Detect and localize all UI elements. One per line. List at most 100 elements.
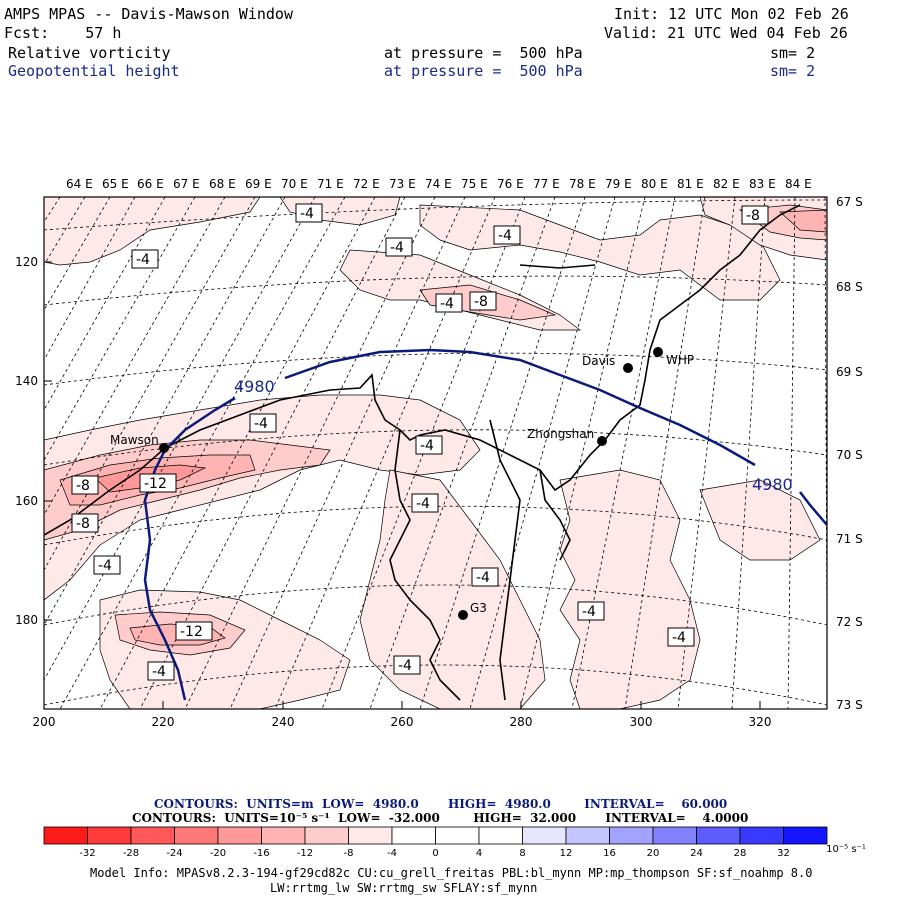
- y-axis-labels: 120 140 160 180: [15, 255, 38, 627]
- field1-level: at pressure = 500 hPa: [384, 44, 583, 62]
- axis-ticks: [43, 261, 761, 709]
- colorbar-tick-label: 20: [646, 848, 660, 859]
- colorbar-tick-label: 0: [432, 848, 439, 859]
- vort-label-box: -4: [147, 661, 175, 681]
- svg-text:72 E: 72 E: [353, 177, 380, 191]
- svg-text:67 S: 67 S: [836, 195, 863, 209]
- colorbar-swatch: [217, 826, 262, 845]
- colorbar-tick-label: -4: [387, 848, 397, 859]
- svg-text:-4: -4: [420, 438, 434, 454]
- vorticity-shading: [44, 197, 827, 709]
- vort-label-box: -4: [415, 435, 443, 455]
- svg-text:-4: -4: [254, 416, 268, 432]
- forecast-hour: Fcst: 57 h: [4, 24, 122, 42]
- station-mawson-marker: [159, 443, 169, 453]
- svg-text:73 E: 73 E: [389, 177, 416, 191]
- colorbar-swatch: [652, 826, 697, 845]
- colorbar-tick-label: 24: [690, 848, 703, 859]
- svg-text:-4: -4: [582, 604, 596, 620]
- vort-label-box: -4: [93, 555, 121, 575]
- svg-text:83 E: 83 E: [749, 177, 776, 191]
- vort-label-box: -4: [249, 413, 277, 433]
- svg-text:65 E: 65 E: [102, 177, 129, 191]
- svg-text:-4: -4: [672, 630, 686, 646]
- svg-text:200: 200: [33, 715, 56, 729]
- colorbar-tick-label: -12: [296, 848, 314, 859]
- svg-text:300: 300: [630, 715, 653, 729]
- vort-label-box: -8: [741, 205, 769, 225]
- svg-text:-4: -4: [498, 228, 512, 244]
- field2-smoothing: sm= 2: [770, 62, 816, 80]
- svg-text:-4: -4: [136, 252, 150, 268]
- svg-text:260: 260: [391, 715, 414, 729]
- station-g3-label: G3: [470, 601, 487, 615]
- field1-smoothing: sm= 2: [770, 44, 816, 62]
- vort-label-box: -4: [393, 655, 421, 675]
- svg-text:71 S: 71 S: [836, 532, 863, 546]
- svg-text:68 E: 68 E: [209, 177, 236, 191]
- colorbar-tick-label: -20: [209, 848, 227, 859]
- svg-text:160: 160: [15, 494, 38, 508]
- station-whp-label: WHP: [666, 353, 694, 367]
- svg-text:-12: -12: [180, 624, 203, 640]
- colorbar: [43, 826, 828, 845]
- vort-label-box: -8: [469, 291, 497, 311]
- vort-label-box: -4: [385, 237, 413, 257]
- height-contours-info: CONTOURS: UNITS=m LOW= 4980.0 HIGH= 4980…: [154, 797, 728, 811]
- vort-label-box: -12: [175, 621, 213, 641]
- init-time: Init: 12 UTC Mon 02 Feb 26: [614, 5, 849, 23]
- svg-text:80 E: 80 E: [641, 177, 668, 191]
- colorbar-swatch: [522, 826, 567, 845]
- valid-time: Valid: 21 UTC Wed 04 Feb 26: [604, 24, 848, 42]
- colorbar-tick-label: 4: [475, 848, 483, 859]
- colorbar-swatch: [261, 826, 306, 845]
- svg-text:66 E: 66 E: [137, 177, 164, 191]
- colorbar-swatch: [348, 826, 393, 845]
- svg-text:220: 220: [152, 715, 175, 729]
- svg-text:240: 240: [272, 715, 295, 729]
- height-label: 4980: [752, 475, 793, 494]
- field1-name: Relative vorticity: [8, 44, 171, 62]
- svg-text:74 E: 74 E: [425, 177, 452, 191]
- svg-text:-4: -4: [440, 296, 454, 312]
- colorbar-swatch: [304, 826, 349, 845]
- svg-text:76 E: 76 E: [497, 177, 524, 191]
- vort-label-box: -4: [493, 225, 521, 245]
- height-label: 4980: [234, 377, 275, 396]
- colorbar-swatch: [565, 826, 610, 845]
- svg-text:71 E: 71 E: [317, 177, 344, 191]
- vort-label-box: -8: [71, 513, 99, 533]
- colorbar-swatch: [130, 826, 175, 845]
- model-info: Model Info: MPASv8.2.3-194-gf29cd82c CU:…: [90, 866, 813, 880]
- vort-label-box: -4: [667, 627, 695, 647]
- svg-text:180: 180: [15, 613, 38, 627]
- colorbar-swatch: [478, 826, 523, 845]
- vort-label-box: -4: [295, 203, 323, 223]
- svg-text:-12: -12: [144, 476, 167, 492]
- svg-text:68 S: 68 S: [836, 280, 863, 294]
- colorbar-swatch: [391, 826, 436, 845]
- vort-label-box: -4: [411, 493, 439, 513]
- colorbar-swatch: [174, 826, 219, 845]
- svg-text:70 S: 70 S: [836, 448, 863, 462]
- svg-text:75 E: 75 E: [461, 177, 488, 191]
- vort-label-box: -4: [131, 249, 159, 269]
- svg-text:-8: -8: [474, 294, 488, 310]
- station-zhongshan-label: Zhongshan: [527, 427, 594, 441]
- field2-level: at pressure = 500 hPa: [384, 62, 583, 80]
- vort-label-box: -4: [435, 293, 463, 313]
- svg-text:69 S: 69 S: [836, 365, 863, 379]
- svg-text:79 E: 79 E: [605, 177, 632, 191]
- svg-text:69 E: 69 E: [245, 177, 272, 191]
- colorbar-swatch: [739, 826, 784, 845]
- colorbar-tick-label: 28: [733, 848, 747, 859]
- colorbar-swatch: [783, 826, 828, 845]
- coastline: [44, 204, 801, 701]
- latitude-labels: 67 S 68 S 69 S 70 S 71 S 72 S 73 S: [836, 195, 863, 712]
- svg-text:140: 140: [15, 374, 38, 388]
- station-zhongshan-marker: [597, 436, 607, 446]
- vorticity-labels: -4 -8 -4 -4 -4 -8 -4 -8 -12 -8 -4 -4 -4 …: [71, 203, 769, 681]
- svg-text:-4: -4: [476, 570, 490, 586]
